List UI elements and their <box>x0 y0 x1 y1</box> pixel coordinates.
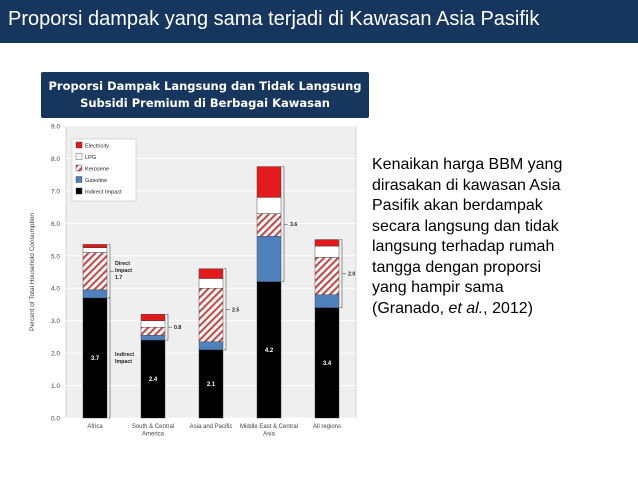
bar-segment <box>198 349 224 419</box>
x-tick-label: Asia and Pacific <box>190 424 233 430</box>
bar-value-label: 3.7 <box>91 356 100 362</box>
bar-value-label: 2.4 <box>149 377 158 383</box>
bar-segment <box>314 294 340 308</box>
bar-segment <box>82 297 108 419</box>
chart-title-line-2: Subsidi Premium di Berbagai Kawasan <box>80 96 330 110</box>
bar-segment <box>82 247 108 253</box>
body-line: yang hampir sama <box>372 279 504 296</box>
bar-value-label: 2.1 <box>207 382 216 388</box>
indirect-annotation: Impact <box>115 359 132 365</box>
legend-label: LPG <box>85 155 96 161</box>
bar-segment <box>314 257 340 295</box>
y-tick-label: 5.0 <box>51 253 60 260</box>
legend-label: Gasoline <box>85 178 107 184</box>
bar-segment <box>140 320 166 328</box>
bar-value-label: 4.2 <box>265 348 274 354</box>
bar-segment <box>82 244 108 248</box>
bar-segment <box>82 289 108 299</box>
y-tick-label: 6.0 <box>51 221 60 228</box>
bar-segment <box>140 326 166 336</box>
citation-italic: et al. <box>448 299 484 317</box>
bar-segment <box>314 245 340 258</box>
y-tick-label: 9.0 <box>51 124 60 131</box>
indirect-annotation: Indirect <box>115 352 134 358</box>
bar-segment <box>256 213 282 237</box>
y-tick-label: 3.0 <box>51 318 60 325</box>
legend-swatch <box>75 187 83 195</box>
y-axis-label: Percent of Total Household Consumption <box>29 213 36 331</box>
body-line: langsung terhadap rumah <box>372 238 555 255</box>
bar-value-label: 3.4 <box>323 361 332 367</box>
bar-segment <box>256 281 282 419</box>
chart-title: Proporsi Dampak Langsung dan Tidak Langs… <box>41 72 369 112</box>
direct-label: 0.8 <box>174 325 181 331</box>
body-text: Kenaikan harga BBM yang dirasakan di kaw… <box>372 155 612 319</box>
bar-segment <box>198 268 224 279</box>
y-tick-label: 4.0 <box>51 286 60 293</box>
bar-segment <box>256 236 282 282</box>
legend-box <box>71 138 137 202</box>
bar-segment <box>198 278 224 289</box>
body-line: secara langsung dan tidak <box>372 217 559 235</box>
bar-segment <box>314 307 340 419</box>
y-tick-label: 1.0 <box>51 383 60 390</box>
direct-annotation: Direct <box>115 261 130 267</box>
bar-segment <box>256 197 282 214</box>
bar-segment <box>82 252 108 291</box>
x-tick-label: America <box>142 432 165 438</box>
y-tick-label: 2.0 <box>51 351 60 358</box>
legend-swatch <box>75 153 83 160</box>
x-tick-label: South & Central <box>132 424 174 430</box>
legend-swatch <box>75 141 83 149</box>
chart-title-line-1: Proporsi Dampak Langsung dan Tidak Langs… <box>48 79 362 93</box>
stacked-bar-chart: Electricity LPG Kerosene Gasoline Indirect I… <box>24 118 360 444</box>
bar-segment <box>198 288 224 342</box>
direct-annotation: Impact <box>115 268 132 274</box>
x-tick-label: Africa <box>87 424 103 430</box>
x-tick-label: Asia <box>263 432 275 438</box>
slide-title: Proporsi dampak yang sama terjadi di Kaw… <box>8 8 540 30</box>
direct-label: 3.6 <box>290 222 297 228</box>
y-tick-label: 0.0 <box>51 416 60 423</box>
y-tick-label: 8.0 <box>51 156 60 163</box>
chart-title-box: Proporsi Dampak Langsung dan Tidak Langs… <box>41 72 369 118</box>
legend-label: Indirect Impact <box>85 190 122 196</box>
citation-close: , 2012) <box>483 299 533 317</box>
body-line: Kenaikan harga BBM yang <box>372 156 563 173</box>
indirect-bracket <box>108 297 111 419</box>
body-line: dirasakan di kawasan Asia <box>372 176 561 194</box>
bar-segment <box>140 335 166 341</box>
x-tick-label: All regions <box>313 424 341 430</box>
body-line: Pasifik akan berdampak <box>372 197 543 214</box>
x-tick-label: Middle East & Central <box>240 424 298 430</box>
legend-label: Kerosene <box>85 167 109 173</box>
y-tick-label: 7.0 <box>51 188 60 195</box>
body-line: tangga dengan proporsi <box>372 258 542 276</box>
bar-segment <box>140 313 166 321</box>
legend-swatch <box>75 176 83 183</box>
title-bar: Proporsi dampak yang sama terjadi di Kaw… <box>0 0 638 43</box>
legend-label: Electricity <box>85 144 109 150</box>
bar-segment <box>314 239 340 247</box>
bar-segment <box>140 339 166 419</box>
bar-segment <box>256 166 282 198</box>
direct-label: 2.0 <box>348 272 355 278</box>
direct-annotation: 1.7 <box>115 275 122 281</box>
legend-swatch <box>75 164 83 172</box>
direct-label: 2.5 <box>232 307 239 313</box>
citation-open: (Granado, <box>372 299 449 317</box>
bar-segment <box>198 341 224 351</box>
citation: (Granado, et al., 2012) <box>372 299 612 320</box>
